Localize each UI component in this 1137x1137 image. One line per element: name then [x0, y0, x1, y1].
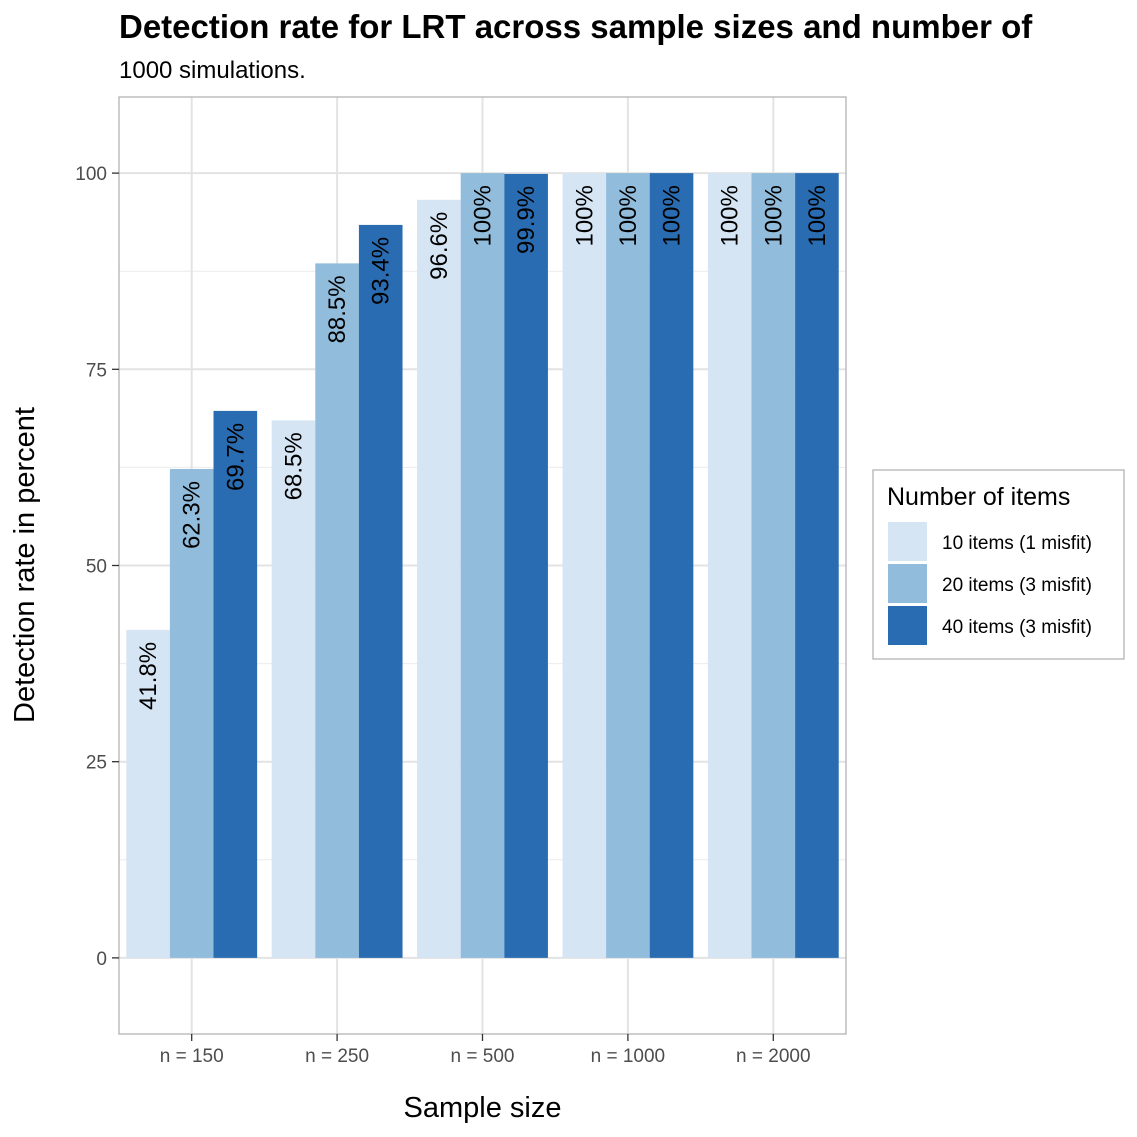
y-tick-label: 75	[86, 360, 107, 381]
bar	[751, 173, 796, 958]
bars	[126, 173, 839, 958]
bar-value-label: 69.7%	[222, 423, 249, 491]
bar	[562, 173, 607, 958]
x-tick-label: n = 1000	[591, 1046, 666, 1067]
bar	[417, 199, 461, 958]
legend: Number of items 10 items (1 misfit) 20 it…	[872, 469, 1125, 660]
bar-value-label: 99.9%	[513, 186, 540, 254]
legend-items: 10 items (1 misfit) 20 items (3 misfit) 40…	[888, 522, 1092, 645]
bar	[504, 173, 548, 958]
legend-swatch	[888, 522, 927, 561]
bar	[213, 410, 258, 958]
bar-labels: 41.8% 68.5% 96.6% 100% 100% 62.3% 88.5% 100% 100…	[135, 185, 831, 710]
y-tick-label: 100	[75, 164, 107, 185]
legend-item-label: 10 items (1 misfit)	[942, 533, 1092, 554]
bar-value-label: 96.6%	[426, 212, 453, 280]
bar	[707, 173, 752, 958]
bar-value-label: 100%	[615, 185, 642, 246]
x-axis-ticks: n = 150 n = 250 n = 500 n = 1000 n = 2000	[160, 1034, 811, 1067]
y-tick-label: 0	[96, 949, 107, 970]
bar-value-label: 100%	[659, 185, 686, 246]
legend-title: Number of items	[887, 483, 1070, 511]
bar-value-label: 100%	[717, 185, 744, 246]
bar-value-label: 100%	[470, 185, 497, 246]
chart-subtitle: 1000 simulations.	[119, 57, 306, 84]
bar	[795, 173, 839, 958]
chart-title: Detection rate for LRT across sample siz…	[119, 8, 1033, 45]
bar	[315, 263, 359, 958]
bar	[606, 173, 650, 958]
bar	[460, 173, 505, 958]
bar-value-label: 68.5%	[280, 432, 307, 500]
bar	[126, 629, 170, 958]
bar-value-label: 100%	[571, 185, 598, 246]
y-axis-ticks: 0 25 50 75 100	[75, 164, 119, 970]
x-tick-label: n = 250	[305, 1046, 369, 1067]
y-tick-label: 50	[86, 557, 107, 578]
bar-value-label: 100%	[760, 185, 787, 246]
legend-item-label: 20 items (3 misfit)	[942, 575, 1092, 596]
y-axis-title: Detection rate in percent	[9, 407, 41, 723]
legend-swatch	[888, 564, 927, 603]
bar-value-label: 41.8%	[135, 642, 162, 710]
bar-value-label: 88.5%	[324, 275, 351, 343]
bar-value-label: 93.4%	[368, 237, 395, 305]
y-tick-label: 25	[86, 753, 107, 774]
legend-swatch	[888, 606, 927, 645]
x-tick-label: n = 150	[160, 1046, 224, 1067]
bar	[169, 468, 214, 958]
bar	[271, 420, 316, 958]
bar-value-label: 62.3%	[179, 481, 206, 549]
x-axis-title: Sample size	[404, 1092, 562, 1124]
bar	[649, 173, 694, 958]
bar-value-label: 100%	[804, 185, 831, 246]
x-tick-label: n = 500	[451, 1046, 515, 1067]
legend-item-label: 40 items (3 misfit)	[942, 617, 1092, 638]
bar	[358, 224, 403, 958]
x-tick-label: n = 2000	[736, 1046, 811, 1067]
